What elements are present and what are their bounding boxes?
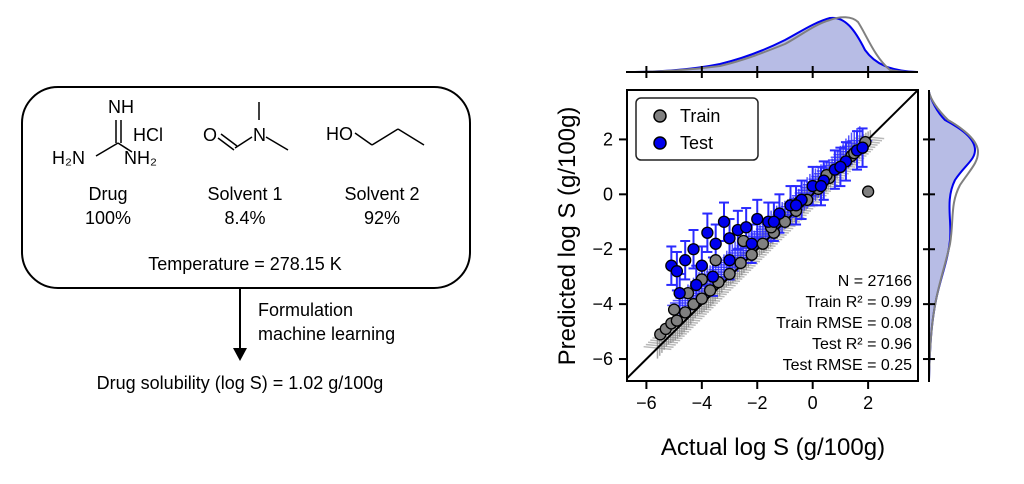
- annotation-train-r2: Train R² = 0.99: [805, 294, 912, 311]
- test-point: [723, 232, 736, 245]
- train-point: [670, 314, 684, 327]
- annotation-train-rmse: Train RMSE = 0.08: [776, 315, 912, 332]
- test-point: [856, 141, 869, 154]
- test-point: [834, 160, 847, 174]
- train-point: [756, 237, 769, 250]
- test-point: [709, 237, 722, 250]
- test-point: [745, 237, 758, 250]
- legend-train-label: Train: [680, 106, 720, 126]
- train-point: [703, 284, 717, 297]
- train-point: [723, 267, 736, 281]
- drug-h2n-label: H₂N: [52, 148, 85, 168]
- right-train-density: [928, 91, 980, 381]
- stats-annotation: N = 27166 Train R² = 0.99 Train RMSE = 0…: [776, 273, 912, 374]
- solvent2-ho-label: HO: [326, 124, 353, 144]
- x-axis-title: Actual log S (g/100g): [661, 434, 885, 461]
- plot-area: [627, 90, 918, 380]
- drug-nh-label: NH: [108, 97, 134, 117]
- prediction-result: Drug solubility (log S) = 1.02 g/100g: [97, 373, 384, 393]
- drug-hcl-label: HCl: [133, 125, 163, 145]
- train-point: [687, 297, 700, 311]
- x-tick-label: −2: [747, 393, 768, 413]
- drug-label: Drug: [88, 184, 127, 204]
- test-point: [751, 212, 764, 226]
- test-point: [706, 270, 720, 283]
- solvent2-percent: 92%: [364, 208, 400, 228]
- top-train-density: [627, 16, 918, 73]
- y-tick-label: −4: [592, 294, 613, 314]
- legend-test-marker: [653, 136, 667, 150]
- temperature-label: Temperature = 278.15 K: [148, 254, 342, 274]
- annotation-test-rmse: Test RMSE = 0.25: [783, 357, 912, 374]
- workflow-panel: NH HCl H₂N NH₂ Drug 100% O N Solvent 1 8…: [21, 86, 471, 393]
- y-axis-title: Predicted log S (g/100g): [554, 107, 581, 366]
- test-point: [690, 278, 703, 292]
- x-tick-label: −4: [692, 393, 713, 413]
- train-point: [667, 303, 681, 316]
- annotation-n: N = 27166: [838, 273, 912, 290]
- test-point: [679, 254, 692, 267]
- x-axis-ticks: −6 −4 −2 0 2: [636, 381, 873, 413]
- x-tick-label: 0: [808, 393, 818, 413]
- solvent1-label: Solvent 1: [207, 184, 282, 204]
- test-point: [670, 265, 684, 278]
- solvent1-o-label: O: [203, 125, 217, 145]
- model-label-line1: Formulation: [258, 300, 353, 320]
- y-tick-label: 2: [603, 129, 613, 149]
- drug-nh2-label: NH₂: [124, 148, 157, 168]
- legend-test-label: Test: [680, 133, 713, 153]
- plot-frame: [626, 89, 919, 382]
- solvent1-n-label: N: [253, 125, 266, 145]
- test-point: [723, 254, 736, 267]
- right-marginal-ticks: [923, 138, 935, 361]
- right-marginal: [923, 90, 980, 382]
- solvent2-structure: HO: [326, 124, 425, 146]
- top-marginal-ticks: [645, 66, 870, 78]
- y-tick-label: 0: [603, 184, 613, 204]
- train-point: [695, 292, 708, 305]
- model-label-line2: machine learning: [258, 324, 395, 344]
- test-point: [695, 259, 708, 272]
- y-tick-label: −6: [592, 349, 613, 369]
- train-point: [861, 185, 875, 198]
- data-points: [654, 136, 875, 341]
- test-point: [717, 215, 731, 228]
- train-point: [709, 254, 722, 267]
- test-point: [767, 215, 781, 228]
- legend: Train Test: [635, 97, 759, 161]
- test-point: [673, 287, 686, 300]
- test-point: [701, 226, 714, 239]
- x-tick-label: −6: [636, 393, 657, 413]
- train-point: [745, 248, 758, 261]
- solvent2-label: Solvent 2: [344, 184, 419, 204]
- annotation-test-r2: Test R² = 0.96: [812, 336, 912, 353]
- test-point: [814, 179, 828, 193]
- top-marginal: [626, 16, 918, 78]
- arrow-head: [233, 348, 247, 361]
- test-point: [687, 243, 700, 256]
- top-test-density: [627, 16, 918, 73]
- train-point: [734, 256, 747, 270]
- solvent1-percent: 8.4%: [224, 208, 265, 228]
- test-point: [773, 207, 786, 220]
- y-axis-ticks: −6 −4 −2 0 2: [592, 129, 627, 369]
- train-point: [679, 306, 692, 319]
- drug-structure: NH HCl H₂N NH₂: [52, 97, 163, 168]
- test-point: [789, 199, 803, 212]
- solvent1-structure: O N: [203, 102, 289, 151]
- parity-chart: −6 −4 −2 0 2 −6 −4 −2 0 2 Train Test N = 27166 T…: [554, 16, 980, 461]
- drug-percent: 100%: [85, 208, 131, 228]
- legend-train-marker: [653, 109, 667, 123]
- y-tick-label: −2: [592, 239, 613, 259]
- formulation-box: [21, 86, 471, 289]
- test-point: [740, 221, 753, 234]
- x-tick-label: 2: [863, 393, 873, 413]
